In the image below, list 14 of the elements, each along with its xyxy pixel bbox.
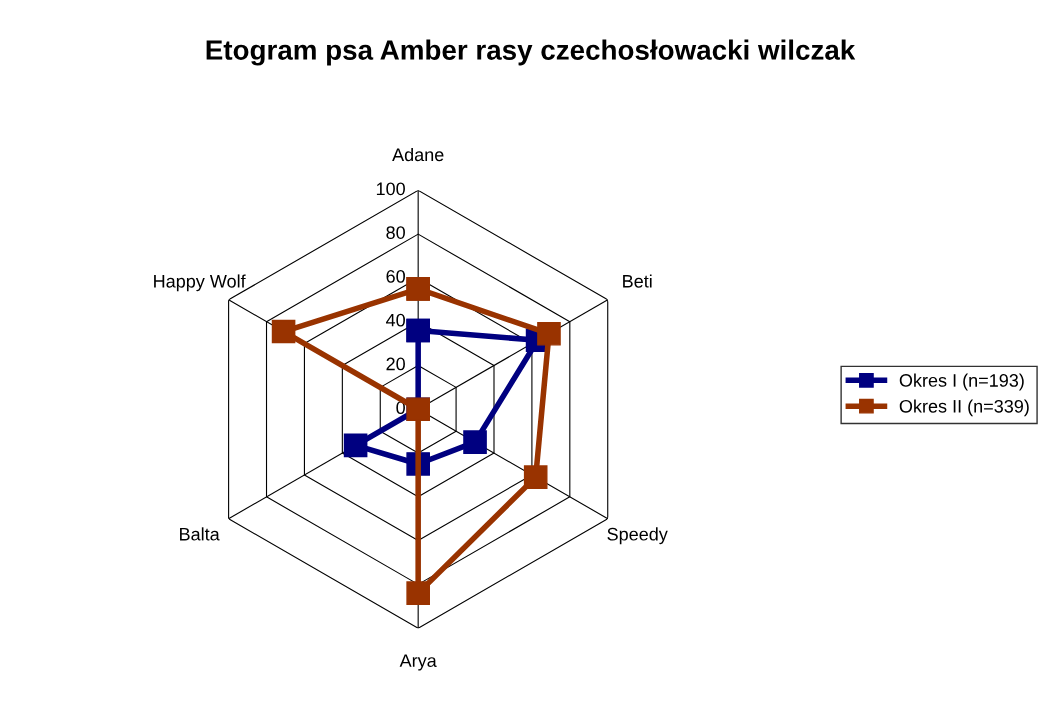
legend-label: Okres I (n=193)	[899, 373, 1024, 391]
spoke-label: Arya	[399, 654, 437, 671]
y-tick-label: 20	[386, 357, 405, 371]
chart-title: Etogram psa Amber rasy czechosłowacki wilczak	[206, 39, 856, 66]
legend-label: Okres II (n=339)	[899, 399, 1029, 417]
y-tick-label: 80	[386, 226, 405, 239]
spoke-label: Speedy	[607, 527, 668, 545]
y-tick-label: 60	[386, 269, 405, 283]
spoke-label: Adane	[392, 147, 444, 162]
y-tick-label: 40	[386, 313, 405, 327]
spoke-label: Happy Wolf	[154, 274, 246, 292]
spoke-label: Balta	[180, 527, 220, 541]
y-tick-label: 100	[376, 182, 405, 196]
spoke-label: Beti	[623, 274, 652, 288]
